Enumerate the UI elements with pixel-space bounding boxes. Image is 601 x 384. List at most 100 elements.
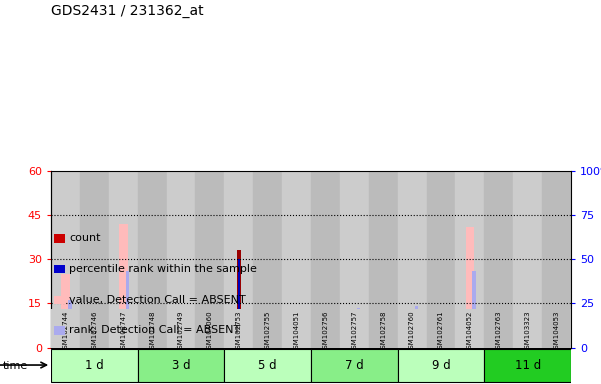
Bar xyxy=(109,171,138,348)
Bar xyxy=(51,171,80,348)
Text: GSM104060: GSM104060 xyxy=(207,310,213,353)
Bar xyxy=(437,346,445,348)
Bar xyxy=(138,309,166,348)
Bar xyxy=(456,309,484,348)
Text: GSM102753: GSM102753 xyxy=(236,310,242,353)
Text: rank, Detection Call = ABSENT: rank, Detection Call = ABSENT xyxy=(69,325,240,335)
Bar xyxy=(119,224,127,348)
Bar xyxy=(97,337,100,348)
Bar xyxy=(61,274,70,348)
Bar xyxy=(90,344,99,348)
Bar xyxy=(311,171,340,348)
Bar xyxy=(542,171,571,348)
Bar xyxy=(484,309,513,348)
Bar xyxy=(340,309,369,348)
Bar xyxy=(542,309,571,348)
Bar xyxy=(195,309,224,348)
Text: GSM102747: GSM102747 xyxy=(120,310,126,353)
Text: time: time xyxy=(3,361,28,371)
Bar xyxy=(559,336,563,348)
Bar xyxy=(357,308,361,348)
Bar xyxy=(495,333,503,348)
Bar xyxy=(513,171,542,348)
Bar xyxy=(311,349,398,382)
Text: 7 d: 7 d xyxy=(345,359,364,372)
Bar xyxy=(224,349,311,382)
Text: 11 d: 11 d xyxy=(514,359,541,372)
Text: GSM102748: GSM102748 xyxy=(149,310,155,353)
Bar xyxy=(350,346,359,348)
Bar xyxy=(398,309,427,348)
Bar xyxy=(427,171,456,348)
Bar xyxy=(148,336,156,348)
Text: GSM102755: GSM102755 xyxy=(264,310,270,353)
Bar xyxy=(51,349,138,382)
Bar xyxy=(237,259,240,348)
Bar xyxy=(138,171,166,348)
Text: GSM102749: GSM102749 xyxy=(178,310,184,353)
Bar xyxy=(552,342,561,348)
Bar xyxy=(484,171,513,348)
Bar xyxy=(155,318,158,348)
Bar xyxy=(177,333,185,348)
Bar xyxy=(80,171,109,348)
Text: GSM102763: GSM102763 xyxy=(496,310,502,353)
Bar xyxy=(340,171,369,348)
Text: GSM102761: GSM102761 xyxy=(438,310,444,353)
Bar xyxy=(530,334,534,348)
Bar xyxy=(407,324,416,348)
Bar xyxy=(427,309,456,348)
Text: value, Detection Call = ABSENT: value, Detection Call = ABSENT xyxy=(69,295,246,305)
Bar xyxy=(80,309,109,348)
Text: GSM104052: GSM104052 xyxy=(467,310,473,353)
Bar xyxy=(484,349,571,382)
Text: count: count xyxy=(69,233,100,243)
Bar xyxy=(299,342,303,348)
Bar xyxy=(282,309,311,348)
Bar xyxy=(415,306,418,348)
Text: GSM102746: GSM102746 xyxy=(91,310,97,353)
Bar xyxy=(369,171,398,348)
Bar xyxy=(253,171,282,348)
Bar xyxy=(444,344,447,348)
Bar xyxy=(166,171,195,348)
Bar xyxy=(501,343,505,348)
Bar xyxy=(206,346,215,348)
Text: 3 d: 3 d xyxy=(172,359,191,372)
Bar xyxy=(224,309,253,348)
Bar xyxy=(195,171,224,348)
Bar xyxy=(466,227,474,348)
Bar xyxy=(237,250,240,348)
Text: GSM102757: GSM102757 xyxy=(352,310,358,353)
Bar xyxy=(282,171,311,348)
Bar xyxy=(523,339,532,348)
Bar xyxy=(253,309,282,348)
Text: percentile rank within the sample: percentile rank within the sample xyxy=(69,264,257,274)
Text: GSM102744: GSM102744 xyxy=(63,310,69,353)
Text: GDS2431 / 231362_at: GDS2431 / 231362_at xyxy=(51,4,204,18)
Bar xyxy=(51,309,80,348)
Text: 9 d: 9 d xyxy=(432,359,450,372)
Bar xyxy=(369,309,398,348)
Text: 5 d: 5 d xyxy=(258,359,277,372)
Bar xyxy=(263,336,272,348)
Text: GSM104051: GSM104051 xyxy=(293,310,299,353)
Bar xyxy=(126,271,129,348)
Text: GSM102760: GSM102760 xyxy=(409,310,415,353)
Bar xyxy=(213,343,216,348)
Text: GSM102756: GSM102756 xyxy=(323,310,329,353)
Bar xyxy=(386,312,389,348)
Text: GSM103323: GSM103323 xyxy=(525,310,531,353)
Text: 1 d: 1 d xyxy=(85,359,104,372)
Bar xyxy=(270,323,274,348)
Bar xyxy=(166,309,195,348)
Text: GSM104053: GSM104053 xyxy=(554,310,560,353)
Bar xyxy=(138,349,224,382)
Bar xyxy=(513,309,542,348)
Text: GSM102758: GSM102758 xyxy=(380,310,386,353)
Bar xyxy=(311,309,340,348)
Bar xyxy=(379,327,388,348)
Bar xyxy=(472,271,476,348)
Bar xyxy=(328,343,332,348)
Bar xyxy=(456,171,484,348)
